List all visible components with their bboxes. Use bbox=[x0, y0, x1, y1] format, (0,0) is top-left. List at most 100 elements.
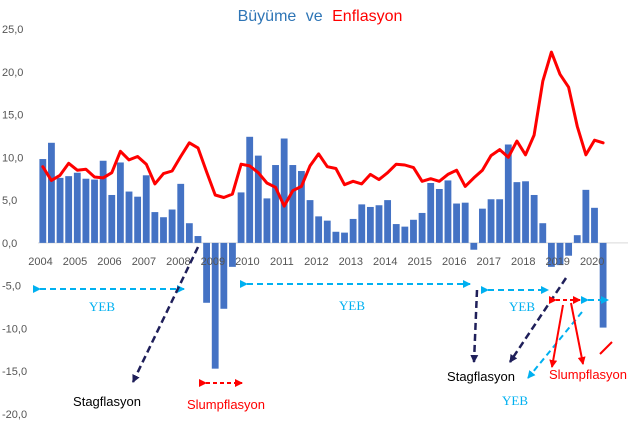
y-axis-ticks: 25,0 20,0 15,0 10,0 5,0 0,0 -5,0 -10,0 -15,0 -20,… bbox=[2, 24, 27, 421]
x-tick-year-label: 2009 bbox=[201, 256, 225, 268]
x-tick-year-label: 2007 bbox=[132, 256, 156, 268]
growth-bar bbox=[48, 142, 55, 243]
x-tick-year-label: 2013 bbox=[339, 256, 363, 268]
growth-bar bbox=[332, 231, 340, 243]
growth-bar bbox=[108, 194, 116, 243]
growth-bar bbox=[530, 194, 538, 243]
growth-bar bbox=[142, 175, 150, 243]
growth-bar bbox=[82, 178, 90, 243]
x-tick-year-label: 2015 bbox=[408, 256, 432, 268]
x-tick-year-label: 2019 bbox=[545, 256, 569, 268]
x-tick-year-label: 2004 bbox=[28, 256, 52, 268]
x-tick-year-label: 2018 bbox=[511, 256, 535, 268]
growth-bar bbox=[573, 235, 581, 243]
growth-bar bbox=[470, 242, 478, 250]
x-tick-year-label: 2011 bbox=[270, 256, 294, 268]
y-tick-label: -5,0 bbox=[2, 281, 21, 293]
growth-bar bbox=[323, 220, 331, 243]
y-tick-label: -15,0 bbox=[2, 366, 27, 378]
stagflasyon-label-2: Stagflasyon bbox=[447, 369, 515, 384]
growth-bar bbox=[496, 199, 504, 243]
growth-bars bbox=[39, 136, 607, 369]
growth-bar bbox=[479, 208, 486, 243]
growth-bar bbox=[185, 223, 193, 243]
x-tick-year-label: 2008 bbox=[166, 256, 190, 268]
x-tick-year-label: 2020 bbox=[580, 256, 604, 268]
growth-bar bbox=[513, 182, 521, 243]
growth-bar bbox=[160, 217, 167, 243]
growth-bar bbox=[99, 160, 107, 243]
slump-arrow-5 bbox=[599, 341, 613, 355]
growth-bar bbox=[366, 206, 374, 243]
stagflasyon-arrows bbox=[131, 246, 568, 383]
x-tick-year-label: 2016 bbox=[442, 256, 466, 268]
growth-bar bbox=[453, 203, 460, 243]
growth-bar bbox=[435, 188, 443, 243]
growth-bar bbox=[392, 224, 400, 243]
stag-arrow-2 bbox=[470, 289, 479, 363]
yeb-label-2: YEB bbox=[339, 298, 365, 313]
growth-bar bbox=[280, 138, 288, 243]
chart-title: Büyüme ve Enflasyon bbox=[238, 8, 403, 25]
growth-bar bbox=[427, 183, 435, 243]
growth-bar bbox=[375, 205, 383, 243]
x-tick-year-label: 2006 bbox=[97, 256, 121, 268]
growth-bar bbox=[39, 159, 47, 243]
growth-bar bbox=[229, 242, 236, 267]
yeb-label-3: YEB bbox=[509, 299, 535, 314]
growth-bar bbox=[349, 218, 357, 243]
growth-bar bbox=[134, 196, 142, 243]
yeb-label-4: YEB bbox=[502, 393, 528, 408]
y-tick-label: -20,0 bbox=[2, 409, 27, 421]
growth-bar bbox=[125, 191, 133, 243]
x-tick-year-label: 2010 bbox=[235, 256, 259, 268]
slumpflasyon-arrows bbox=[199, 296, 613, 387]
y-tick-label: 10,0 bbox=[2, 152, 23, 164]
x-tick-year-label: 2005 bbox=[63, 256, 87, 268]
title-growth-word: Büyüme bbox=[238, 8, 297, 25]
x-axis-year-labels: 2004 2005 2006 2007 2008 2009 2010 2011 2012 2013… bbox=[28, 256, 604, 268]
slumpflasyon-label-2: Slumpflasyon bbox=[549, 367, 627, 382]
growth-bar bbox=[56, 177, 64, 243]
growth-bar bbox=[556, 242, 564, 266]
inflation-line bbox=[41, 50, 605, 208]
growth-bar bbox=[401, 226, 409, 243]
x-tick-year-label: 2012 bbox=[304, 256, 328, 268]
y-tick-label: 5,0 bbox=[2, 195, 17, 207]
growth-bar bbox=[168, 209, 176, 243]
growth-bar bbox=[151, 212, 159, 243]
growth-bar bbox=[91, 179, 98, 243]
growth-bar bbox=[73, 172, 81, 243]
x-tick-year-label: 2014 bbox=[373, 256, 397, 268]
growth-bar bbox=[254, 155, 262, 243]
growth-bar bbox=[358, 204, 366, 243]
stag-arrow-1 bbox=[131, 246, 200, 383]
growth-bar bbox=[306, 200, 314, 243]
growth-bar bbox=[461, 202, 469, 243]
growth-bar bbox=[237, 192, 245, 243]
growth-bar bbox=[565, 242, 573, 256]
growth-bar bbox=[116, 162, 124, 243]
growth-bar bbox=[487, 199, 495, 243]
growth-bar bbox=[444, 180, 452, 243]
growth-bar bbox=[341, 232, 348, 243]
title-conjunction: ve bbox=[306, 8, 323, 25]
yeb-label-1: YEB bbox=[89, 299, 115, 314]
growth-bar bbox=[211, 242, 219, 369]
y-tick-label: -10,0 bbox=[2, 323, 27, 335]
growth-bar bbox=[591, 207, 598, 243]
growth-bar bbox=[263, 198, 271, 243]
stagflasyon-label-1: Stagflasyon bbox=[73, 394, 141, 409]
slumpflasyon-label-1: Slumpflasyon bbox=[187, 397, 265, 412]
x-tick-year-label: 2017 bbox=[476, 256, 500, 268]
growth-bar bbox=[410, 219, 417, 243]
growth-bar bbox=[289, 165, 297, 243]
growth-bar bbox=[504, 144, 512, 243]
yeb-annotations bbox=[33, 280, 609, 379]
title-inflation-word: Enflasyon bbox=[332, 8, 402, 25]
growth-bar bbox=[547, 242, 555, 267]
growth-bar bbox=[315, 216, 323, 243]
growth-bar bbox=[246, 136, 254, 243]
stag-arrow-3 bbox=[508, 277, 568, 363]
